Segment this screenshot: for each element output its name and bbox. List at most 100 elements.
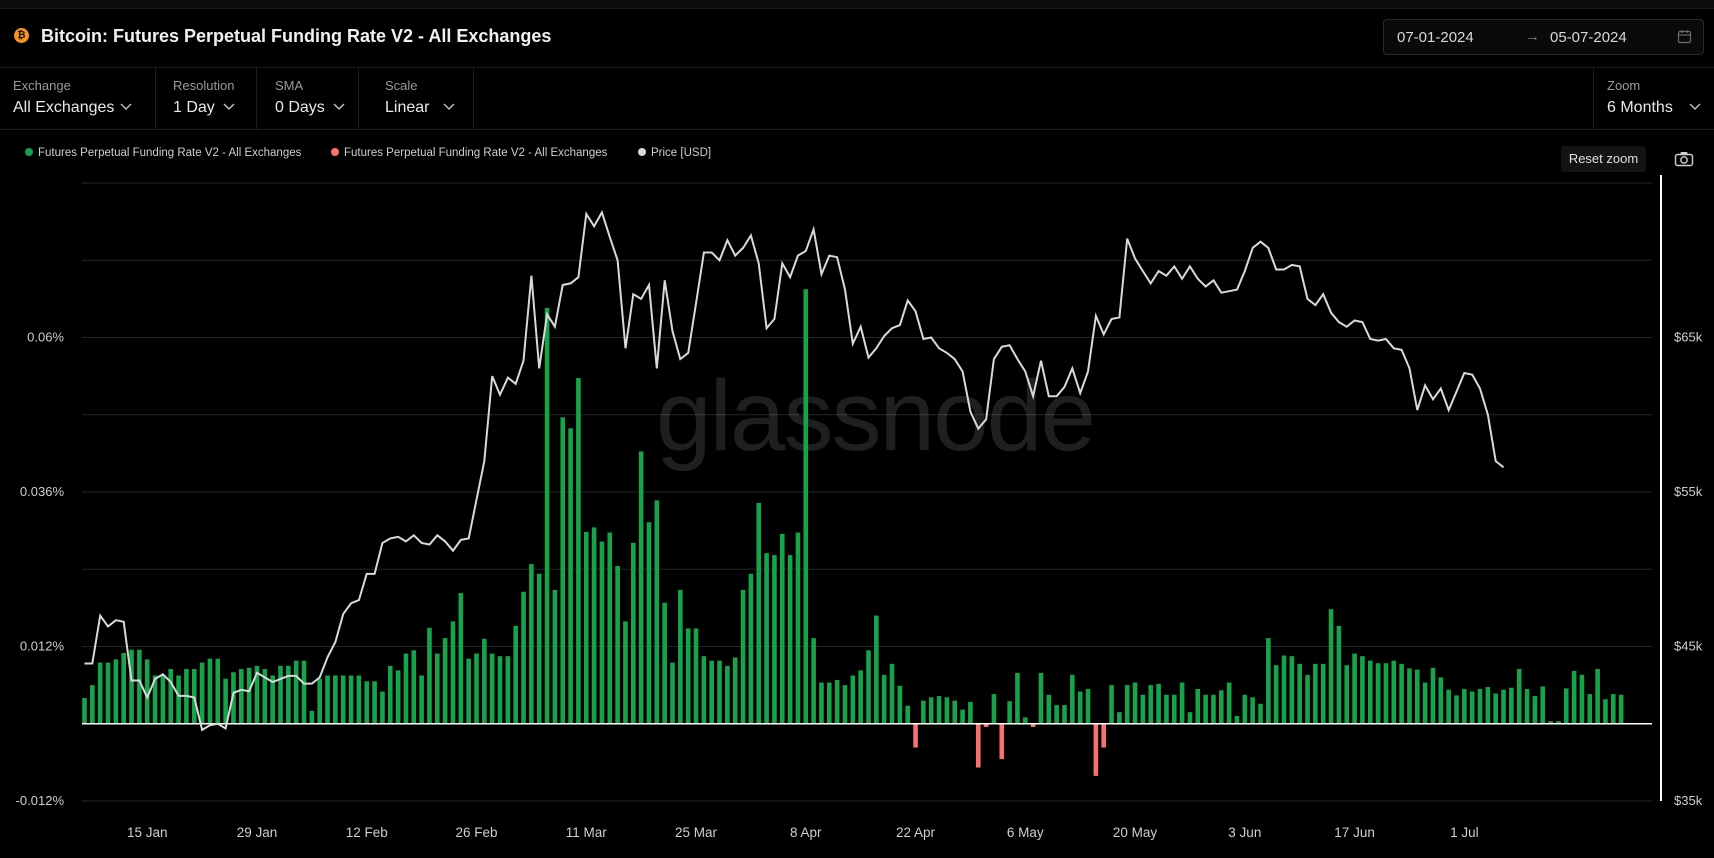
funding-bar	[458, 593, 464, 724]
funding-bar	[1109, 685, 1114, 724]
funding-bar	[427, 627, 432, 724]
legend-item-funding-negative[interactable]: Futures Perpetual Funding Rate V2 - All …	[331, 147, 607, 159]
funding-bar	[1360, 656, 1365, 724]
funding-bar	[403, 653, 409, 724]
date-range-picker[interactable]: 07-01-2024 → 05-07-2024	[1383, 19, 1704, 55]
funding-bar	[254, 665, 260, 724]
funding-bar	[693, 628, 699, 724]
x-tick-label: 6 May	[1007, 825, 1044, 840]
y-right-tick-label: $45k	[1674, 639, 1703, 654]
funding-bar	[1007, 701, 1012, 724]
funding-bar	[1462, 688, 1467, 724]
funding-bar	[827, 682, 832, 724]
chart-header: ₿ Bitcoin: Futures Perpetual Funding Rat…	[0, 9, 1714, 68]
funding-bar	[874, 615, 879, 724]
funding-bar	[536, 573, 542, 724]
legend-item-price[interactable]: Price [USD]	[638, 147, 711, 159]
funding-bar	[1454, 695, 1459, 724]
funding-bar	[1320, 663, 1326, 724]
funding-bar	[1328, 609, 1334, 724]
funding-bar	[1375, 663, 1381, 724]
date-to-input[interactable]: 05-07-2024	[1550, 29, 1627, 46]
x-tick-label: 11 Mar	[566, 825, 608, 840]
funding-bar	[529, 564, 534, 724]
resolution-label: Resolution	[173, 78, 235, 93]
y-axis-left: -0.012% 0.012% 0.036% 0.06%	[16, 330, 65, 809]
funding-bar	[1595, 669, 1600, 724]
camera-icon[interactable]	[1674, 150, 1694, 168]
funding-bar	[137, 649, 142, 724]
funding-bar	[1132, 682, 1138, 724]
funding-bar	[1054, 705, 1059, 724]
scale-select[interactable]: Scale Linear	[372, 68, 474, 129]
funding-bar	[607, 532, 613, 724]
funding-bar	[1015, 672, 1020, 724]
funding-bar	[121, 652, 126, 724]
scale-value: Linear	[385, 99, 430, 116]
resolution-select[interactable]: Resolution 1 Day	[160, 68, 257, 129]
zoom-select[interactable]: Zoom 6 Months	[1593, 68, 1714, 129]
funding-bar	[1124, 685, 1130, 724]
funding-bar	[395, 670, 401, 724]
funding-bar	[968, 701, 973, 724]
chevron-down-icon	[1689, 103, 1701, 111]
funding-bar	[834, 679, 840, 724]
funding-bar	[160, 675, 166, 724]
funding-bar	[105, 662, 111, 724]
exchange-select[interactable]: Exchange All Exchanges	[0, 68, 156, 129]
y-right-tick-label: $55k	[1674, 484, 1703, 499]
funding-bar	[1430, 667, 1436, 724]
funding-bar	[1415, 669, 1420, 724]
funding-bar	[1399, 663, 1404, 724]
funding-bar	[262, 669, 268, 724]
funding-bar	[90, 685, 95, 724]
funding-bar	[1179, 682, 1185, 724]
date-from-input[interactable]: 07-01-2024	[1397, 29, 1474, 46]
funding-bar	[372, 681, 377, 724]
funding-rate-chart[interactable]: glassnode -0.012%0.012%0.036%0.06% $35k$…	[0, 175, 1714, 858]
x-tick-label: 3 Jun	[1228, 825, 1261, 840]
legend-item-funding-positive[interactable]: Futures Perpetual Funding Rate V2 - All …	[25, 147, 301, 159]
funding-bar	[223, 678, 228, 724]
funding-bar	[450, 621, 456, 724]
funding-bar	[466, 658, 471, 724]
legend-label: Futures Perpetual Funding Rate V2 - All …	[344, 147, 608, 159]
funding-bar	[740, 589, 746, 724]
reset-zoom-button[interactable]: Reset zoom	[1561, 146, 1646, 172]
y-axis-right: $35k $45k $55k $65k	[1674, 330, 1703, 809]
funding-bar	[1289, 656, 1295, 724]
funding-bar	[286, 665, 291, 724]
funding-bar	[1367, 660, 1373, 724]
funding-bar	[1493, 693, 1498, 724]
funding-bar	[1195, 688, 1201, 724]
funding-bar	[1556, 721, 1561, 724]
calendar-icon[interactable]	[1677, 29, 1692, 44]
funding-bar	[662, 602, 667, 724]
y-right-tick-label: $65k	[1674, 330, 1703, 345]
funding-bar	[936, 696, 942, 724]
chevron-down-icon	[223, 103, 235, 111]
funding-bar	[1140, 694, 1146, 724]
funding-bar	[921, 700, 926, 724]
funding-bar	[1501, 689, 1506, 724]
funding-bar	[772, 555, 777, 724]
funding-bar	[380, 691, 385, 724]
funding-bar	[497, 656, 503, 724]
funding-bar	[387, 665, 393, 724]
funding-bar	[1281, 655, 1287, 724]
price-line	[84, 209, 1505, 732]
funding-bar	[944, 697, 950, 724]
sma-select[interactable]: SMA 0 Days	[262, 68, 359, 129]
funding-bar	[309, 710, 315, 724]
funding-bar	[725, 665, 730, 724]
funding-bar	[1070, 674, 1075, 724]
funding-bar	[599, 541, 605, 724]
funding-bar	[513, 625, 518, 724]
funding-bar	[317, 678, 322, 724]
funding-bar	[678, 589, 683, 724]
x-tick-label: 12 Feb	[346, 825, 388, 840]
legend-dot	[638, 148, 646, 156]
funding-bar	[1164, 694, 1169, 724]
x-tick-label: 20 May	[1113, 825, 1158, 840]
funding-bar	[1085, 688, 1091, 724]
